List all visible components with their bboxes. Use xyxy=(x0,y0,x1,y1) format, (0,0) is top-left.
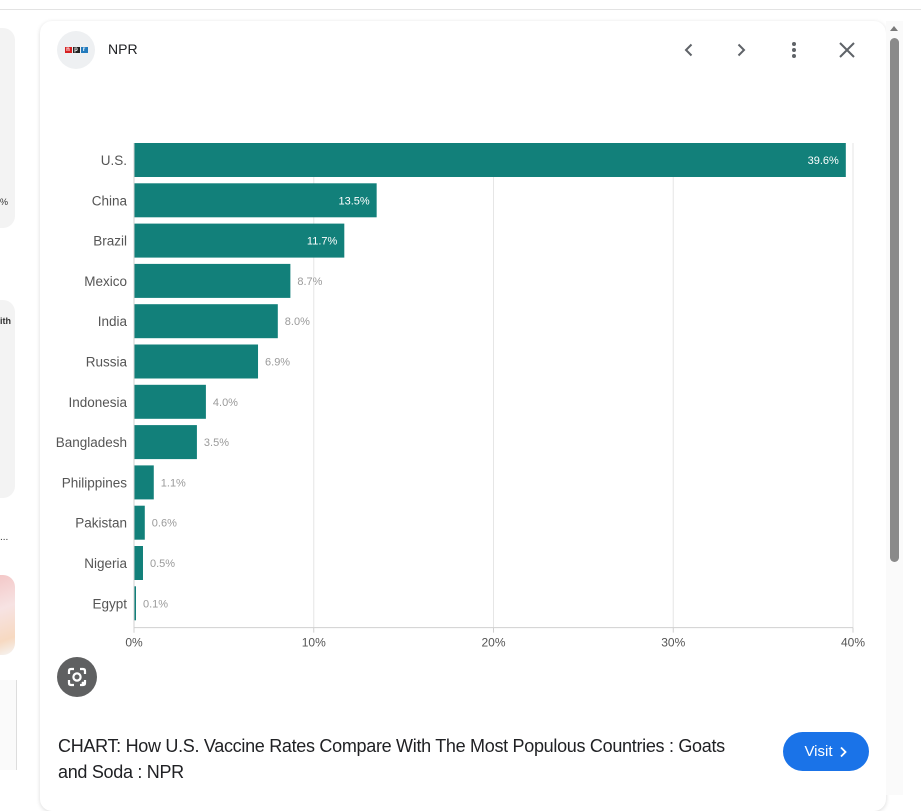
x-tick-label: 0% xyxy=(125,636,143,650)
bar-bangladesh xyxy=(134,425,197,460)
category-label: India xyxy=(98,314,128,329)
top-divider xyxy=(0,9,921,10)
close-icon xyxy=(839,42,855,58)
source-name[interactable]: NPR xyxy=(108,41,138,57)
close-button[interactable] xyxy=(835,38,859,62)
x-tick-label: 40% xyxy=(841,636,865,650)
data-label: 0.1% xyxy=(143,598,168,610)
category-label: China xyxy=(92,193,128,208)
scrollbar-thumb[interactable] xyxy=(890,38,899,562)
bar-brazil xyxy=(134,223,345,258)
category-label: Mexico xyxy=(84,274,127,289)
category-label: Brazil xyxy=(93,234,127,249)
data-label: 8.7% xyxy=(297,276,322,288)
scroll-up-arrow-icon[interactable] xyxy=(890,26,898,31)
background-result-card[interactable] xyxy=(0,28,15,228)
image-title-link[interactable]: CHART: How U.S. Vaccine Rates Compare Wi… xyxy=(58,736,725,782)
background-results-strip: % ith ... xyxy=(0,0,30,795)
category-label: Indonesia xyxy=(68,395,127,410)
source-logo[interactable]: n p r xyxy=(57,31,95,69)
data-label: 39.6% xyxy=(808,155,839,167)
category-label: U.S. xyxy=(101,153,127,168)
category-label: Nigeria xyxy=(84,556,127,571)
data-label: 4.0% xyxy=(213,397,238,409)
bar-mexico xyxy=(134,263,291,298)
bar-egypt xyxy=(134,586,136,621)
bar-philippines xyxy=(134,465,154,500)
lens-icon xyxy=(67,667,87,687)
next-button[interactable] xyxy=(729,38,753,62)
chevron-left-icon xyxy=(684,43,693,57)
logo-letter: p xyxy=(72,47,80,53)
background-snippet: % xyxy=(0,197,9,207)
bar-indonesia xyxy=(134,384,206,419)
background-snippet: ith xyxy=(0,316,11,326)
bar-india xyxy=(134,304,278,339)
x-tick-label: 30% xyxy=(661,636,685,650)
category-label: Pakistan xyxy=(75,516,127,531)
data-label: 0.6% xyxy=(152,518,177,530)
data-label: 13.5% xyxy=(338,195,369,207)
chevron-right-icon xyxy=(737,43,746,57)
background-thumbnail[interactable] xyxy=(0,575,15,655)
logo-letter: n xyxy=(64,47,72,53)
data-label: 3.5% xyxy=(204,437,229,449)
more-options-button[interactable] xyxy=(782,38,806,62)
category-label: Philippines xyxy=(62,475,128,490)
category-label: Russia xyxy=(86,355,128,370)
background-thumbnail[interactable] xyxy=(0,680,17,770)
logo-letter: r xyxy=(80,47,88,53)
npr-logo: n p r xyxy=(64,47,88,53)
more-vert-icon xyxy=(792,42,796,58)
data-label: 11.7% xyxy=(307,236,338,248)
visit-label: Visit xyxy=(804,743,833,760)
scrollbar[interactable] xyxy=(886,21,903,795)
data-label: 1.1% xyxy=(161,477,186,489)
background-result-card[interactable] xyxy=(0,300,15,498)
bar-nigeria xyxy=(134,546,143,580)
google-lens-button[interactable] xyxy=(57,657,97,697)
bar-china xyxy=(134,183,377,218)
category-label: Egypt xyxy=(92,596,127,611)
data-label: 8.0% xyxy=(285,316,310,328)
bar-chart: U.S. 39.6% China 13.5% Brazil 11.7% Mexico 8.7%… xyxy=(56,143,865,650)
chevron-right-icon xyxy=(839,746,847,757)
data-label: 0.5% xyxy=(150,558,175,570)
previous-button[interactable] xyxy=(677,38,701,62)
bar-russia xyxy=(134,344,259,379)
visit-button[interactable]: Visit xyxy=(783,732,869,771)
data-label: 6.9% xyxy=(265,357,290,369)
category-label: Bangladesh xyxy=(56,435,127,450)
background-snippet: ... xyxy=(0,532,9,543)
x-tick-label: 10% xyxy=(302,636,326,650)
x-tick-label: 20% xyxy=(481,636,505,650)
bar-us xyxy=(134,143,846,177)
bar-pakistan xyxy=(134,505,145,540)
